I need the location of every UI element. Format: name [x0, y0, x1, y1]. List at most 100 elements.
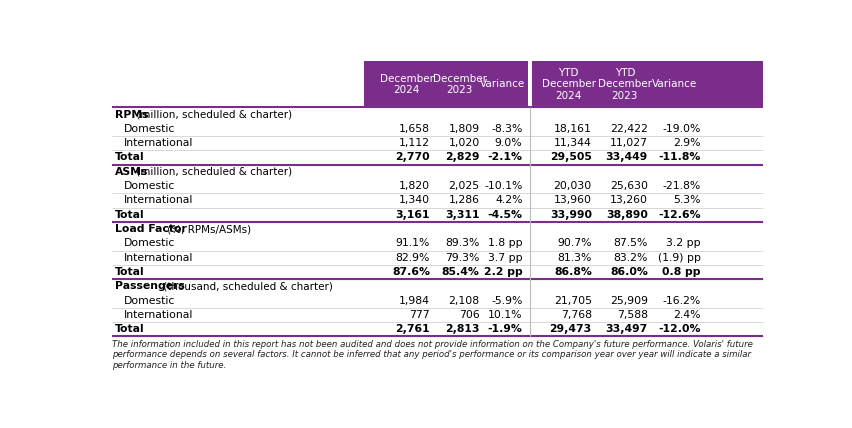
Text: 1,112: 1,112 — [399, 138, 430, 148]
Text: 79.3%: 79.3% — [446, 253, 480, 263]
Text: 86.8%: 86.8% — [554, 267, 592, 277]
Text: Domestic: Domestic — [124, 238, 175, 248]
Text: 2,108: 2,108 — [448, 296, 480, 306]
Text: 1,340: 1,340 — [399, 196, 430, 205]
Text: 22,422: 22,422 — [610, 124, 648, 134]
Text: -12.0%: -12.0% — [659, 324, 701, 334]
Text: 11,027: 11,027 — [610, 138, 648, 148]
Text: YTD
December
2023: YTD December 2023 — [598, 68, 652, 101]
Text: The information included in this report has not been audited and does not provid: The information included in this report … — [112, 340, 752, 369]
Text: 3,311: 3,311 — [445, 210, 480, 220]
Text: 83.2%: 83.2% — [613, 253, 648, 263]
Text: 81.3%: 81.3% — [557, 253, 592, 263]
Text: 1.8 pp: 1.8 pp — [488, 238, 522, 248]
Text: Variance: Variance — [480, 79, 526, 89]
Text: 21,705: 21,705 — [554, 296, 592, 306]
Text: Total: Total — [115, 324, 145, 334]
Text: 11,344: 11,344 — [554, 138, 592, 148]
Text: 25,909: 25,909 — [610, 296, 648, 306]
Text: 2,770: 2,770 — [395, 152, 430, 163]
Text: (thousand, scheduled & charter): (thousand, scheduled & charter) — [160, 281, 333, 291]
Text: 777: 777 — [410, 310, 430, 320]
Text: -4.5%: -4.5% — [487, 210, 522, 220]
Text: International: International — [124, 253, 193, 263]
Text: 29,505: 29,505 — [550, 152, 592, 163]
Text: 7,588: 7,588 — [617, 310, 648, 320]
Text: 38,890: 38,890 — [606, 210, 648, 220]
Text: 5.3%: 5.3% — [673, 196, 701, 205]
Text: 2,829: 2,829 — [445, 152, 480, 163]
Text: 87.5%: 87.5% — [613, 238, 648, 248]
Text: 4.2%: 4.2% — [495, 196, 522, 205]
Text: 2.4%: 2.4% — [673, 310, 701, 320]
Text: Load Factor: Load Factor — [115, 224, 187, 234]
Text: 33,497: 33,497 — [606, 324, 648, 334]
Text: Passengers: Passengers — [115, 281, 185, 291]
Text: 33,449: 33,449 — [606, 152, 648, 163]
Text: 0.8 pp: 0.8 pp — [662, 267, 701, 277]
Text: 2,025: 2,025 — [448, 181, 480, 191]
Text: 13,960: 13,960 — [554, 196, 592, 205]
Text: 10.1%: 10.1% — [488, 310, 522, 320]
Text: December
2024: December 2024 — [380, 74, 434, 95]
Bar — [364, 61, 528, 107]
Text: 91.1%: 91.1% — [395, 238, 430, 248]
Text: 1,984: 1,984 — [399, 296, 430, 306]
Text: 87.6%: 87.6% — [392, 267, 430, 277]
Text: ASMs: ASMs — [115, 167, 148, 177]
Text: -2.1%: -2.1% — [487, 152, 522, 163]
Text: 1,820: 1,820 — [399, 181, 430, 191]
Text: Domestic: Domestic — [124, 181, 175, 191]
Text: -10.1%: -10.1% — [484, 181, 522, 191]
Text: 33,990: 33,990 — [550, 210, 592, 220]
Text: -8.3%: -8.3% — [491, 124, 522, 134]
Text: 706: 706 — [459, 310, 480, 320]
Text: -19.0%: -19.0% — [662, 124, 701, 134]
Text: 2,813: 2,813 — [445, 324, 480, 334]
Text: -16.2%: -16.2% — [663, 296, 701, 306]
Text: Domestic: Domestic — [124, 124, 175, 134]
Text: 90.7%: 90.7% — [557, 238, 592, 248]
Text: 18,161: 18,161 — [554, 124, 592, 134]
Text: (million, scheduled & charter): (million, scheduled & charter) — [133, 110, 292, 119]
Text: -12.6%: -12.6% — [658, 210, 701, 220]
Text: 1,658: 1,658 — [399, 124, 430, 134]
Text: -1.9%: -1.9% — [487, 324, 522, 334]
Text: -21.8%: -21.8% — [663, 181, 701, 191]
Text: 3.2 pp: 3.2 pp — [666, 238, 701, 248]
Text: -11.8%: -11.8% — [659, 152, 701, 163]
Text: Domestic: Domestic — [124, 296, 175, 306]
Text: Total: Total — [115, 267, 145, 277]
Text: 82.9%: 82.9% — [395, 253, 430, 263]
Text: YTD
December
2024: YTD December 2024 — [542, 68, 596, 101]
Text: International: International — [124, 138, 193, 148]
Text: 1,020: 1,020 — [448, 138, 480, 148]
Bar — [532, 61, 763, 107]
Text: -5.9%: -5.9% — [491, 296, 522, 306]
Text: 2,761: 2,761 — [395, 324, 430, 334]
Text: Total: Total — [115, 152, 145, 163]
Text: 89.3%: 89.3% — [446, 238, 480, 248]
Text: (1.9) pp: (1.9) pp — [658, 253, 701, 263]
Text: International: International — [124, 310, 193, 320]
Text: RPMs: RPMs — [115, 110, 149, 119]
Text: 86.0%: 86.0% — [610, 267, 648, 277]
Text: 1,809: 1,809 — [448, 124, 480, 134]
Text: 85.4%: 85.4% — [441, 267, 480, 277]
Text: Total: Total — [115, 210, 145, 220]
Text: 3.7 pp: 3.7 pp — [488, 253, 522, 263]
Text: 25,630: 25,630 — [610, 181, 648, 191]
Text: 1,286: 1,286 — [448, 196, 480, 205]
Text: 20,030: 20,030 — [554, 181, 592, 191]
Text: 13,260: 13,260 — [610, 196, 648, 205]
Text: Variance: Variance — [652, 79, 697, 89]
Text: International: International — [124, 196, 193, 205]
Text: 2.2 pp: 2.2 pp — [484, 267, 522, 277]
Text: 9.0%: 9.0% — [495, 138, 522, 148]
Text: (million, scheduled & charter): (million, scheduled & charter) — [133, 167, 292, 177]
Text: December
2023: December 2023 — [433, 74, 486, 95]
Text: 2.9%: 2.9% — [673, 138, 701, 148]
Text: 3,161: 3,161 — [395, 210, 430, 220]
Text: (%, RPMs/ASMs): (%, RPMs/ASMs) — [164, 224, 251, 234]
Text: 7,768: 7,768 — [561, 310, 592, 320]
